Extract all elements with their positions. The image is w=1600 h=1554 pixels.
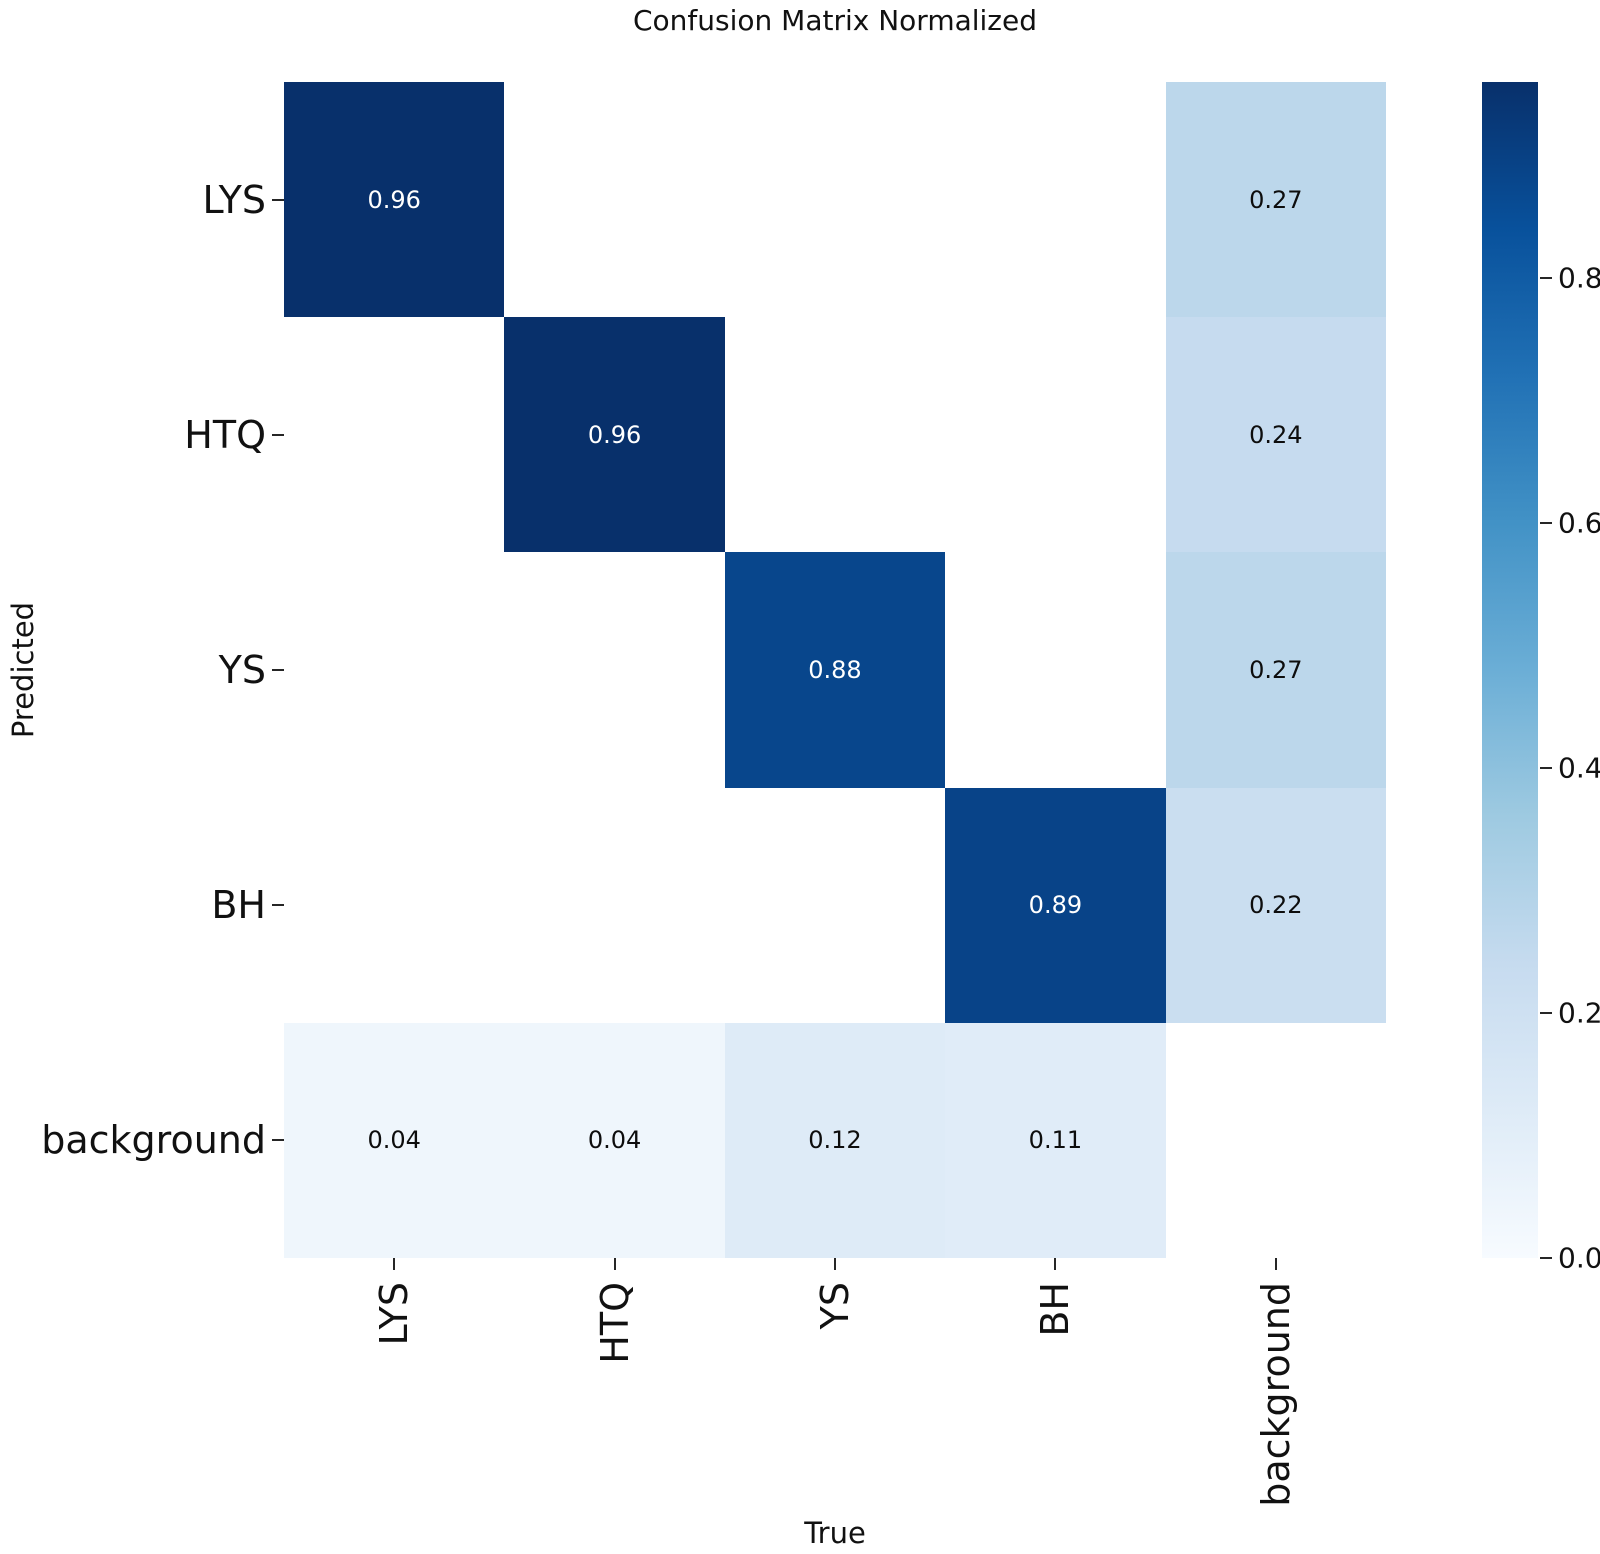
y-tick-mark	[272, 433, 284, 436]
cell-value: 0.96	[587, 420, 642, 449]
y-tick-label: HTQ	[184, 412, 266, 457]
cell-value: 0.22	[1249, 891, 1303, 920]
cell-value: 0.96	[367, 185, 421, 214]
x-tick-mark	[393, 1258, 396, 1270]
colorbar-tick-mark	[1540, 522, 1552, 524]
colorbar-tick-mark	[1540, 1257, 1552, 1259]
heatmap-cell: 0.04	[504, 1022, 725, 1258]
x-tick-label: LYS	[372, 1282, 417, 1346]
y-tick-label: BH	[211, 883, 266, 928]
y-tick-label: background	[41, 1118, 266, 1163]
heatmap-cell: 0.12	[724, 1022, 946, 1258]
x-tick-mark	[1054, 1258, 1057, 1270]
heatmap-cell	[504, 82, 725, 318]
heatmap-plot: 0.96 0.27 0.96 0.24 0.88 0.27 0.89 0.22 0.04 0.04…	[284, 82, 1386, 1258]
cell-value: 0.11	[1028, 1126, 1083, 1155]
x-tick-label: HTQ	[592, 1282, 637, 1364]
x-tick-label: BH	[1033, 1282, 1078, 1337]
heatmap-cell: 0.04	[284, 1022, 505, 1258]
heatmap-cell	[284, 552, 505, 788]
x-axis-label: True	[804, 1516, 866, 1550]
heatmap-cell: 0.22	[1165, 787, 1386, 1023]
heatmap-cell	[945, 552, 1166, 788]
heatmap-cell	[724, 787, 946, 1023]
heatmap-cell	[724, 82, 946, 318]
colorbar-tick-mark	[1540, 1012, 1552, 1014]
heatmap-cell: 0.88	[724, 552, 946, 788]
heatmap-cell	[504, 787, 725, 1023]
y-tick-mark	[272, 669, 284, 671]
heatmap-cell	[504, 552, 725, 788]
heatmap-cell: 0.24	[1165, 317, 1386, 553]
heatmap-cell: 0.96	[504, 317, 725, 553]
chart-title: Confusion Matrix Normalized	[632, 4, 1038, 37]
heatmap-cell	[284, 787, 505, 1023]
cell-value: 0.89	[1028, 891, 1083, 920]
x-tick-label: background	[1253, 1282, 1298, 1507]
y-tick-label: LYS	[202, 177, 266, 222]
x-tick-mark	[613, 1258, 616, 1270]
heatmap-cell: 0.96	[284, 82, 505, 318]
heatmap-cell	[284, 317, 505, 553]
cell-value: 0.24	[1249, 420, 1303, 449]
colorbar-tick-label: 0.4	[1558, 751, 1600, 785]
heatmap-cell: 0.11	[945, 1022, 1166, 1258]
cell-value: 0.27	[1249, 655, 1303, 684]
cell-value: 0.04	[367, 1126, 421, 1155]
cell-value: 0.04	[587, 1126, 642, 1155]
heatmap-cell: 0.89	[945, 787, 1166, 1023]
y-tick-mark	[272, 904, 284, 907]
x-tick-mark	[1274, 1258, 1277, 1270]
heatmap-cell	[724, 317, 946, 553]
cell-value: 0.12	[808, 1126, 862, 1155]
colorbar-tick-mark	[1540, 277, 1552, 279]
y-tick-mark	[272, 198, 284, 201]
colorbar-tick-label: 0.0	[1558, 1241, 1600, 1275]
y-tick-mark	[272, 1139, 284, 1142]
colorbar-tick-label: 0.2	[1558, 996, 1600, 1030]
colorbar-tick-label: 0.6	[1558, 506, 1600, 540]
colorbar-tick-mark	[1540, 767, 1552, 769]
colorbar	[1482, 82, 1538, 1258]
heatmap-cell: 0.27	[1165, 82, 1386, 318]
cell-value: 0.27	[1249, 185, 1303, 214]
y-tick-label: YS	[218, 648, 266, 692]
x-tick-mark	[834, 1258, 836, 1270]
heatmap-cell: 0.27	[1165, 552, 1386, 788]
y-axis-label: Predicted	[6, 601, 40, 739]
heatmap-cell	[945, 82, 1166, 318]
x-tick-label: YS	[813, 1282, 857, 1330]
cell-value: 0.88	[808, 655, 862, 684]
heatmap-cell	[945, 317, 1166, 553]
heatmap-cell	[1165, 1022, 1386, 1258]
colorbar-tick-label: 0.8	[1558, 261, 1600, 295]
